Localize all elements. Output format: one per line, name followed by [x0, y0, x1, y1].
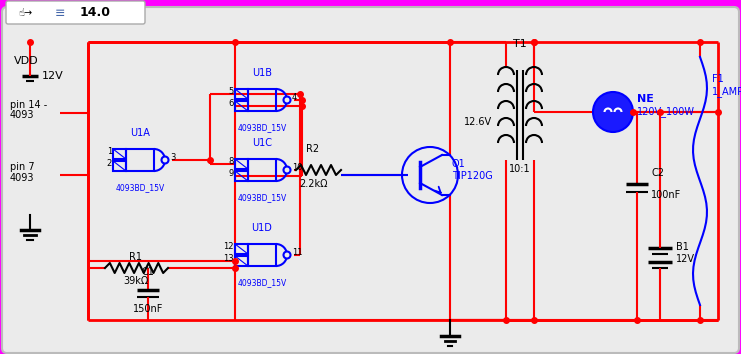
FancyBboxPatch shape — [6, 1, 145, 24]
Text: U1B: U1B — [252, 68, 272, 78]
FancyBboxPatch shape — [2, 7, 739, 353]
Text: 39kΩ: 39kΩ — [123, 276, 149, 286]
Text: U1C: U1C — [252, 138, 272, 148]
Text: R2: R2 — [307, 144, 319, 154]
Text: 2.2kΩ: 2.2kΩ — [299, 179, 328, 189]
Text: 4093BD_15V: 4093BD_15V — [237, 278, 287, 287]
Text: 8: 8 — [229, 157, 234, 166]
Text: C1: C1 — [142, 267, 154, 277]
Circle shape — [284, 166, 290, 173]
Circle shape — [284, 97, 290, 103]
Bar — [248, 159, 276, 181]
Bar — [235, 171, 248, 181]
Text: 1: 1 — [107, 147, 112, 156]
Text: TIP120G: TIP120G — [452, 171, 493, 181]
Text: ≡: ≡ — [55, 6, 65, 19]
Text: 4093BD_15V: 4093BD_15V — [237, 193, 287, 202]
Bar — [235, 244, 248, 254]
Text: 4093: 4093 — [10, 110, 35, 120]
Text: R1: R1 — [130, 252, 142, 262]
Text: 4093: 4093 — [10, 173, 35, 183]
Circle shape — [162, 156, 168, 164]
Text: 12: 12 — [224, 242, 234, 251]
Text: 120V_100W: 120V_100W — [637, 106, 695, 117]
Bar — [126, 149, 154, 171]
Text: 4093BD_15V: 4093BD_15V — [237, 123, 287, 132]
Text: 100nF: 100nF — [651, 190, 681, 200]
Text: B1: B1 — [676, 242, 689, 252]
Text: 12V: 12V — [42, 71, 64, 81]
Text: C2: C2 — [651, 168, 664, 178]
Text: T1: T1 — [513, 39, 527, 49]
Bar — [235, 101, 248, 111]
Circle shape — [284, 251, 290, 258]
Text: 10:1: 10:1 — [509, 164, 531, 174]
Bar — [113, 149, 126, 159]
Text: pin 7: pin 7 — [10, 162, 35, 172]
Circle shape — [593, 92, 633, 132]
Text: NE: NE — [637, 94, 654, 104]
Text: 14.0: 14.0 — [80, 6, 111, 19]
Text: F1: F1 — [712, 74, 724, 84]
Text: U1D: U1D — [251, 223, 273, 233]
Text: U1A: U1A — [130, 128, 150, 138]
Text: pin 14 -: pin 14 - — [10, 100, 47, 110]
Bar — [248, 89, 276, 111]
Text: 12V: 12V — [676, 254, 695, 264]
Bar — [235, 159, 248, 169]
Bar — [113, 161, 126, 171]
Text: 5: 5 — [229, 87, 234, 96]
Bar — [235, 89, 248, 99]
Text: 4: 4 — [292, 93, 297, 102]
Bar — [235, 256, 248, 266]
Text: ☝→: ☝→ — [18, 8, 32, 18]
Text: 1_AMP: 1_AMP — [712, 86, 741, 97]
Text: 150nF: 150nF — [133, 304, 163, 314]
Bar — [248, 244, 276, 266]
Text: 11: 11 — [292, 248, 302, 257]
Text: VDD: VDD — [14, 56, 39, 66]
Text: 6: 6 — [229, 99, 234, 108]
Text: 4093BD_15V: 4093BD_15V — [116, 183, 165, 192]
Text: 10: 10 — [292, 163, 302, 172]
Text: Q1: Q1 — [452, 159, 466, 169]
Text: 9: 9 — [229, 169, 234, 178]
Text: 13: 13 — [223, 254, 234, 263]
Text: 3: 3 — [170, 153, 176, 162]
Text: 2: 2 — [107, 159, 112, 168]
Text: 12.6V: 12.6V — [464, 117, 492, 127]
